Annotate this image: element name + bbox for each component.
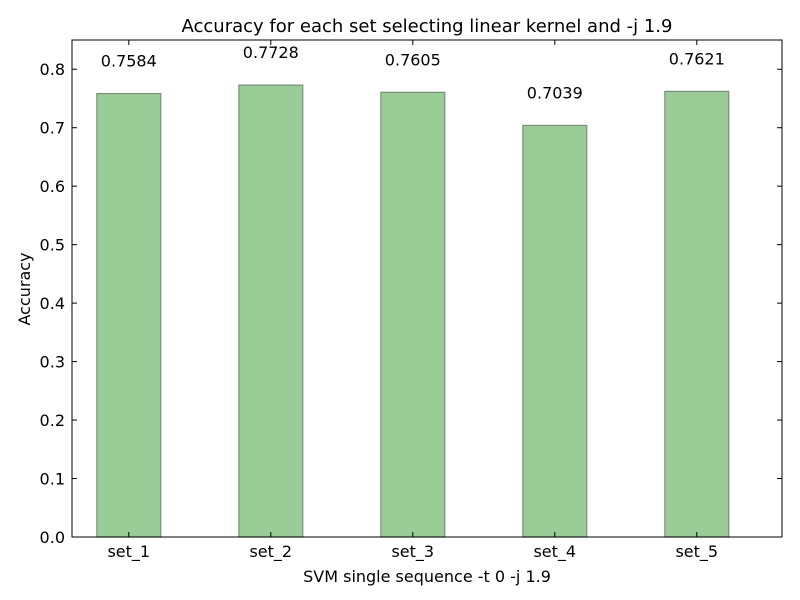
x-tick-label-set_1: set_1 — [107, 542, 150, 562]
bars-layer — [96, 84, 730, 538]
plot-frame — [71, 39, 783, 538]
bar-set_1 — [96, 92, 162, 538]
data-label-set_4: 0.7039 — [527, 83, 583, 102]
y-tick-label: 0.5 — [40, 236, 65, 255]
y-tick-label: 0.1 — [40, 470, 65, 489]
y-axis-label: Accuracy — [15, 252, 34, 325]
bar-set_2 — [238, 84, 304, 538]
data-label-set_3: 0.7605 — [385, 50, 441, 69]
x-tick-label-set_4: set_4 — [533, 542, 576, 562]
x-tick-label-set_5: set_5 — [675, 542, 718, 562]
y-tick-label: 0.2 — [40, 411, 65, 430]
y-tick-label: 0.7 — [40, 119, 65, 138]
bar-set_4 — [522, 124, 588, 538]
bar-set_3 — [380, 91, 446, 538]
y-tick-label: 0.8 — [40, 60, 65, 79]
chart-title: Accuracy for each set selecting linear k… — [182, 16, 673, 37]
ticks-layer: set_1 set_2 set_3 set_4 set_5 0.0 0.1 0.2 0.3 0.4… — [40, 40, 782, 562]
x-tick-label-set_3: set_3 — [391, 542, 434, 562]
y-tick-label: 0.0 — [40, 528, 65, 547]
data-labels-layer: 0.7584 0.7728 0.7605 0.7039 0.7621 — [101, 43, 725, 102]
data-label-set_5: 0.7621 — [669, 49, 725, 68]
y-tick-label: 0.6 — [40, 177, 65, 196]
y-tick-label: 0.3 — [40, 353, 65, 372]
data-label-set_2: 0.7728 — [243, 43, 299, 62]
x-axis-label: SVM single sequence -t 0 -j 1.9 — [303, 567, 551, 586]
y-tick-label: 0.4 — [40, 294, 65, 313]
bar-set_5 — [664, 90, 730, 538]
data-label-set_1: 0.7584 — [101, 52, 157, 71]
x-tick-label-set_2: set_2 — [249, 542, 292, 562]
